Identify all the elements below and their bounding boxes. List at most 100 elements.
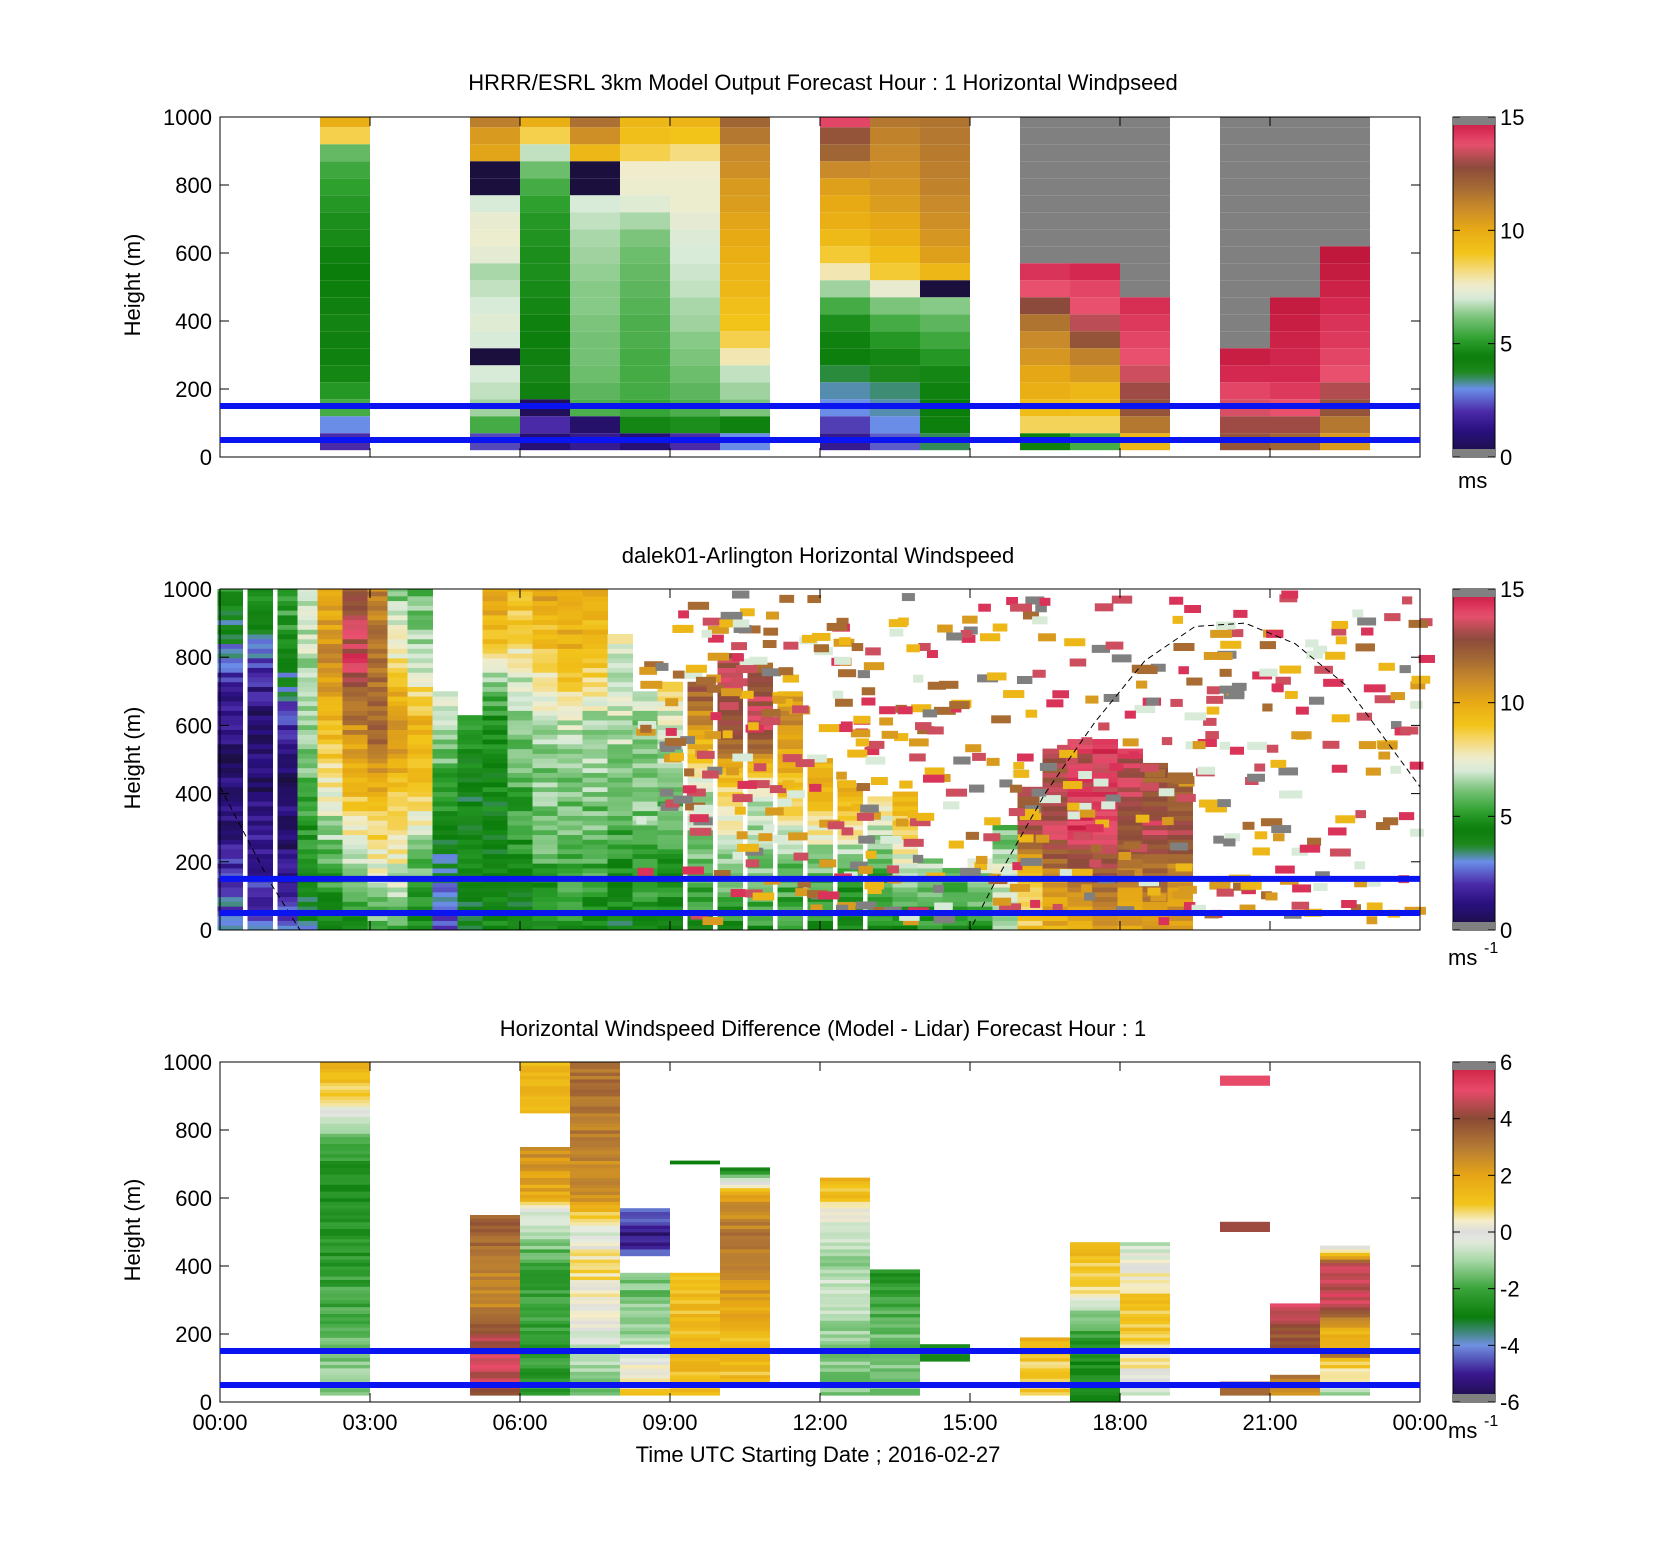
heatmap-cell: [320, 1065, 370, 1070]
heatmap-cell: [892, 863, 918, 869]
heatmap-cell: [432, 743, 458, 750]
heatmap-cell: [632, 691, 658, 697]
heatmap-cell: [934, 902, 953, 911]
heatmap-cell: [317, 648, 343, 654]
heatmap-cell: [1140, 763, 1159, 772]
heatmap-cell: [907, 810, 918, 819]
heatmap-cell: [570, 1184, 620, 1189]
heatmap-cell: [217, 672, 243, 678]
heatmap-cell: [967, 920, 993, 926]
heatmap-cell: [632, 791, 658, 797]
heatmap-cell: [582, 614, 608, 621]
heatmap-cell: [277, 786, 303, 793]
heatmap-cell: [657, 772, 683, 778]
heatmap-cell: [837, 791, 863, 797]
heatmap-cell: [297, 915, 323, 921]
heatmap-cell: [1120, 1262, 1170, 1267]
heatmap-cell: [632, 824, 658, 831]
heatmap-cell: [1070, 1249, 1120, 1253]
heatmap-cell: [870, 178, 920, 196]
heatmap-cell: [297, 863, 323, 869]
heatmap-cell: [317, 867, 343, 874]
heatmap-cell: [1320, 1252, 1370, 1257]
heatmap-cell: [870, 1283, 920, 1287]
heatmap-cell: [933, 884, 944, 893]
heatmap-cell: [482, 872, 508, 878]
heatmap-cell: [532, 782, 558, 788]
heatmap-cell: [1191, 904, 1206, 913]
heatmap-cell: [277, 767, 303, 773]
heatmap-cell: [407, 796, 433, 802]
heatmap-cell: [632, 782, 658, 788]
heatmap-cell: [387, 653, 413, 659]
heatmap-cell: [317, 915, 343, 921]
heatmap-cell: [407, 600, 433, 606]
heatmap-cell: [899, 780, 913, 789]
heatmap-cell: [820, 1371, 870, 1376]
heatmap-cell: [851, 643, 864, 652]
heatmap-cell: [1354, 861, 1366, 870]
heatmap-cell: [320, 263, 370, 281]
heatmap-cell: [747, 786, 773, 793]
heatmap-cell: [1070, 263, 1120, 281]
heatmap-cell: [924, 767, 945, 776]
heatmap-cell: [607, 839, 633, 845]
heatmap-cell: [297, 748, 323, 754]
heatmap-cell: [320, 1126, 370, 1131]
heatmap-cell: [726, 767, 739, 776]
heatmap-cell: [820, 1245, 870, 1250]
heatmap-cell: [1067, 762, 1093, 769]
heatmap-cell: [532, 619, 558, 625]
heatmap-cell: [1209, 881, 1231, 890]
heatmap-cell: [277, 867, 303, 874]
heatmap-cell: [367, 729, 393, 735]
heatmap-cell: [317, 634, 343, 640]
heatmap-cell: [607, 696, 633, 702]
heatmap-cell: [532, 729, 558, 735]
heatmap-cell: [1120, 1344, 1170, 1348]
heatmap-cell: [532, 839, 558, 845]
heatmap-cell: [670, 212, 720, 230]
heatmap-cell: [520, 1215, 570, 1219]
heatmap-cell: [836, 771, 847, 780]
heatmap-cell: [482, 901, 508, 907]
heatmap-cell: [1411, 675, 1431, 684]
heatmap-cell: [867, 834, 893, 840]
heatmap-cell: [1320, 1293, 1370, 1297]
heatmap-cell: [687, 844, 713, 850]
heatmap-cell: [1270, 348, 1320, 366]
heatmap-cell: [1020, 1391, 1070, 1396]
heatmap-cell: [1095, 819, 1110, 828]
heatmap-cell: [457, 772, 483, 778]
heatmap-cell: [1410, 700, 1423, 709]
heatmap-cell: [297, 734, 323, 740]
heatmap-cell: [861, 687, 876, 696]
heatmap-cell: [297, 614, 323, 621]
heatmap-cell: [632, 915, 658, 921]
heatmap-cell: [317, 767, 343, 773]
heatmap-cell: [582, 834, 608, 840]
heatmap-cell: [320, 1198, 370, 1202]
heatmap-cell: [482, 906, 508, 912]
heatmap-cell: [277, 844, 303, 850]
heatmap-cell: [507, 796, 533, 802]
heatmap-cell: [717, 719, 743, 726]
heatmap-cell: [582, 705, 608, 711]
heatmap-cell: [983, 833, 1001, 842]
heatmap-cell: [986, 757, 1000, 766]
heatmap-cell: [632, 839, 658, 845]
heatmap-cell: [1092, 844, 1118, 850]
heatmap-cell: [557, 891, 583, 898]
heatmap-cell: [520, 1235, 570, 1240]
heatmap-cell: [670, 348, 720, 366]
heatmap-cell: [870, 1361, 920, 1365]
heatmap-cell: [870, 144, 920, 162]
heatmap-cell: [942, 887, 968, 893]
heatmap-cell: [1117, 863, 1143, 869]
heatmap-cell: [717, 882, 743, 888]
heatmap-cell: [482, 882, 508, 888]
heatmap-cell: [837, 858, 863, 864]
heatmap-cell: [217, 867, 243, 874]
heatmap-cell: [1205, 804, 1227, 813]
heatmap-cell: [570, 1242, 620, 1246]
